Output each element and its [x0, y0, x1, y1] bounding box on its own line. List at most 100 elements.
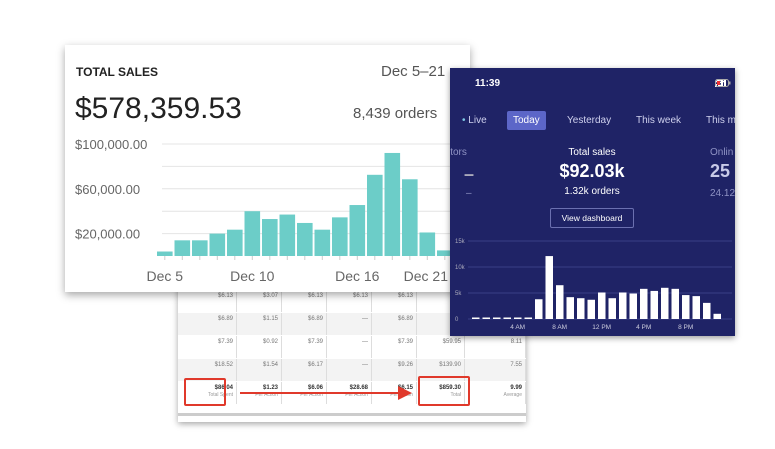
- hour-bar: [545, 256, 553, 319]
- status-time: 11:39: [475, 78, 501, 89]
- bar-dec-10: [244, 211, 261, 256]
- y-tick-label: 15k: [455, 239, 466, 245]
- date-range[interactable]: Dec 5–21: [381, 63, 446, 80]
- sales-amount: $578,359.53: [75, 92, 242, 125]
- table-cell: —: [327, 359, 372, 381]
- table-row: $18.52 $1.54 $6.17— $9.26 $139.90 7.55: [178, 359, 526, 381]
- x-tick-label: 8 AM: [552, 324, 567, 331]
- table-cell: $7.39: [178, 336, 237, 358]
- hour-bar: [682, 295, 690, 319]
- bar-dec-8: [209, 233, 226, 256]
- hour-bar: [472, 317, 480, 319]
- hour-bar: [629, 293, 637, 319]
- x-tick-label: Dec 10: [230, 268, 275, 284]
- total-sales-card: TOTAL SALES Dec 5–21 $578,359.53 8,439 o…: [65, 45, 470, 292]
- y-tick-label: 5k: [455, 291, 462, 297]
- bar-dec-15: [332, 217, 348, 256]
- hour-bar: [493, 317, 501, 319]
- hour-bar: [587, 299, 595, 319]
- tab-label: Live: [468, 115, 487, 126]
- highlight-total: [418, 376, 470, 406]
- online-label: Onlin: [710, 147, 734, 158]
- hour-bar: [535, 299, 543, 319]
- bar-dec-19: [402, 179, 418, 256]
- tab-yesterday[interactable]: Yesterday: [567, 115, 612, 126]
- total-sales-value: $92.03k: [559, 161, 625, 181]
- bar-dec-18: [384, 152, 401, 256]
- table-cell: $6.13: [178, 290, 237, 312]
- table-cell: $3.07: [237, 290, 282, 312]
- x-tick-label: 4 PM: [636, 324, 651, 331]
- table-cell: 7.55: [465, 359, 526, 381]
- table-cell: $1.15: [237, 313, 282, 335]
- bar-dec-14: [314, 229, 331, 256]
- bar-dec-20: [419, 232, 436, 256]
- hour-bar: [566, 297, 574, 319]
- table-cell: $7.39: [282, 336, 327, 358]
- cell-value: 9.99: [510, 385, 522, 391]
- bar-dec-12: [279, 214, 296, 256]
- table-cell: $859.30 Total: [417, 382, 465, 404]
- bar-dec-16: [349, 205, 366, 256]
- y-tick-label: $60,000.00: [75, 182, 140, 197]
- table-scrollbar[interactable]: [178, 413, 526, 416]
- x-tick-label: 4 AM: [510, 324, 525, 331]
- table-cell: $1.54: [237, 359, 282, 381]
- online-value: 25: [710, 161, 731, 181]
- visitors-sub: –: [466, 188, 472, 199]
- table-cell: 8.11: [465, 336, 526, 358]
- tab-this-week[interactable]: This week: [636, 115, 682, 126]
- table-cell: $6.89: [372, 313, 417, 335]
- tab-this-month[interactable]: This m: [706, 115, 735, 126]
- table-cell: $86.04 Total Spent: [178, 382, 237, 404]
- table-cell: $6.13: [282, 290, 327, 312]
- table-cell: 9.99 Average: [465, 382, 526, 404]
- table-cell: $139.90: [417, 359, 465, 381]
- hour-bar: [692, 296, 700, 319]
- cell-caption: Average: [503, 392, 522, 398]
- hour-bar: [556, 285, 564, 319]
- table-cell: —: [327, 313, 372, 335]
- cell-value: $859.30: [439, 385, 461, 391]
- total-sales-label: Total sales: [568, 147, 616, 158]
- cell-value: $86.04: [214, 385, 233, 391]
- order-count: 8,439 orders: [353, 105, 438, 122]
- x-tick-label: Dec 21: [404, 268, 449, 284]
- sales-bar-chart: $100,000.00 $60,000.00 $20,000.00 Dec 5 Dec …: [75, 137, 470, 284]
- bar-dec-13: [297, 222, 313, 256]
- total-orders: 1.32k orders: [564, 186, 620, 197]
- y-tick-label: $20,000.00: [75, 227, 140, 242]
- hour-bar: [661, 287, 669, 319]
- table-cell: —: [327, 336, 372, 358]
- table-row: $7.39 $0.92 $7.39— $7.39 $59.95 8.11: [178, 336, 526, 358]
- mobile-app-screen: 11:39 • Live Today Yesterday This week T…: [450, 68, 735, 336]
- hour-bar: [640, 288, 648, 319]
- hour-bar: [608, 298, 616, 319]
- table-cell: $6.89: [178, 313, 237, 335]
- x-tick-label: 12 PM: [592, 324, 611, 331]
- cell-caption: Per Action: [345, 392, 368, 398]
- table-cell: $59.95: [417, 336, 465, 358]
- table-cell: $0.92: [237, 336, 282, 358]
- tab-live[interactable]: • Live: [462, 115, 487, 126]
- y-tick-label: 0: [455, 317, 459, 323]
- hour-bar: [514, 317, 522, 319]
- hourly-sales-chart: 15k 10k 5k 0 4 AM 8 AM 12 PM 4 PM 8 PM: [455, 239, 732, 331]
- cell-caption: Per Action: [300, 392, 323, 398]
- highlight-total-spent: [184, 378, 226, 406]
- table-cell: $6.17: [282, 359, 327, 381]
- hour-bar: [650, 290, 658, 319]
- bar-dec-9: [227, 229, 243, 256]
- hour-bar: [598, 292, 606, 319]
- table-cell: $6.13: [327, 290, 372, 312]
- x-tick-label: Dec 16: [335, 268, 380, 284]
- table-cell: $7.39: [372, 336, 417, 358]
- bar-dec-7: [192, 240, 208, 256]
- tab-today[interactable]: Today: [507, 111, 546, 130]
- table-cell: $9.26: [372, 359, 417, 381]
- y-tick-label: $100,000.00: [75, 137, 147, 152]
- view-dashboard-button[interactable]: View dashboard: [550, 208, 634, 228]
- table-cell: $18.52: [178, 359, 237, 381]
- y-tick-label: 10k: [455, 265, 466, 271]
- cell-value: $28.68: [349, 385, 368, 391]
